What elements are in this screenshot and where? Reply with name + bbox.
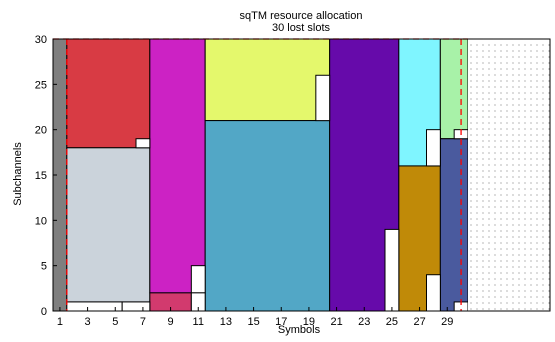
y-tick-label: 20 xyxy=(35,125,47,137)
lost-slot xyxy=(384,228,400,312)
lost-slots xyxy=(66,74,469,312)
y-tick-label: 30 xyxy=(35,34,47,46)
y-tick-label: 25 xyxy=(35,79,47,91)
x-tick-label: 23 xyxy=(358,316,370,328)
x-tick-label: 9 xyxy=(168,316,174,328)
x-tick-label: 21 xyxy=(330,316,342,328)
x-tick-label: 3 xyxy=(85,316,91,328)
x-axis-ticks: 1 3 5 7 9 11 13 15 17 19 21 23 25 27 29 xyxy=(57,307,453,328)
block-yellow xyxy=(204,38,331,122)
x-tick-label: 11 xyxy=(193,316,204,328)
block-lightgreen xyxy=(439,38,469,140)
lost-slot xyxy=(426,129,441,167)
x-tick-label: 15 xyxy=(247,316,259,328)
block-magenta xyxy=(149,38,206,294)
lost-slot xyxy=(315,74,331,122)
x-tick-label: 17 xyxy=(275,316,287,328)
x-tick-label: 1 xyxy=(57,316,63,328)
lost-slot xyxy=(121,301,151,312)
y-axis-ticks: 0 5 10 15 20 25 30 xyxy=(35,34,57,318)
unused-dotted-area xyxy=(468,39,550,311)
x-tick-label: 7 xyxy=(140,316,146,328)
x-tick-label: 19 xyxy=(303,316,315,328)
block-lightgray xyxy=(66,147,151,303)
y-tick-label: 0 xyxy=(41,306,47,318)
chart-subtitle: 30 lost slots xyxy=(272,22,331,34)
unused-region xyxy=(468,39,550,311)
x-tick-label: 5 xyxy=(112,316,118,328)
x-tick-label: 27 xyxy=(413,316,425,328)
x-tick-label: 25 xyxy=(386,316,398,328)
allocation-blocks xyxy=(52,38,469,312)
y-tick-label: 15 xyxy=(35,170,47,182)
lost-slot xyxy=(190,265,206,294)
block-red xyxy=(66,38,151,149)
x-axis-label: Symbols xyxy=(278,324,321,336)
block-teal xyxy=(204,120,331,312)
x-tick-label: 13 xyxy=(220,316,232,328)
lost-slot xyxy=(66,301,123,312)
chart-title: sqTM resource allocation xyxy=(240,10,363,22)
y-tick-label: 10 xyxy=(35,215,47,227)
lost-slot xyxy=(135,138,151,149)
y-axis-label: Subchannels xyxy=(12,142,24,206)
y-tick-label: 5 xyxy=(41,261,47,273)
lost-slot xyxy=(426,274,441,312)
x-tick-label: 29 xyxy=(441,316,453,328)
block-slateblue xyxy=(439,138,469,312)
